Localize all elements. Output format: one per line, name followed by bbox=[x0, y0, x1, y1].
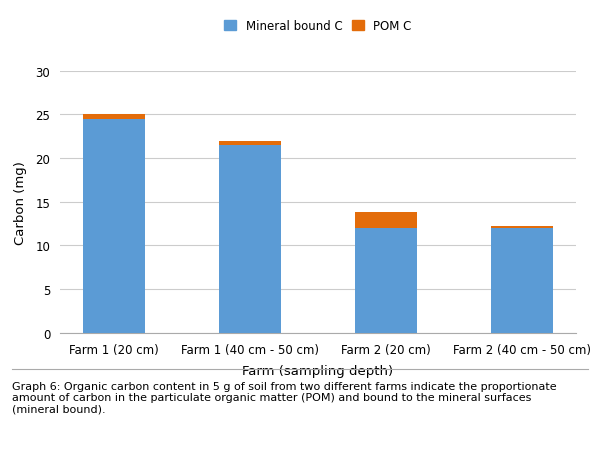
Text: Graph 6: Organic carbon content in 5 g of soil from two different farms indicate: Graph 6: Organic carbon content in 5 g o… bbox=[12, 381, 557, 414]
Bar bbox=[83, 115, 145, 119]
Bar bbox=[220, 146, 281, 333]
Bar bbox=[355, 213, 416, 228]
Bar bbox=[491, 227, 553, 228]
Bar bbox=[355, 228, 416, 333]
Legend: Mineral bound C, POM C: Mineral bound C, POM C bbox=[224, 20, 412, 33]
Y-axis label: Carbon (mg): Carbon (mg) bbox=[14, 160, 27, 244]
Bar bbox=[220, 141, 281, 146]
Bar bbox=[491, 228, 553, 333]
Bar bbox=[83, 119, 145, 333]
X-axis label: Farm (sampling depth): Farm (sampling depth) bbox=[242, 364, 394, 377]
